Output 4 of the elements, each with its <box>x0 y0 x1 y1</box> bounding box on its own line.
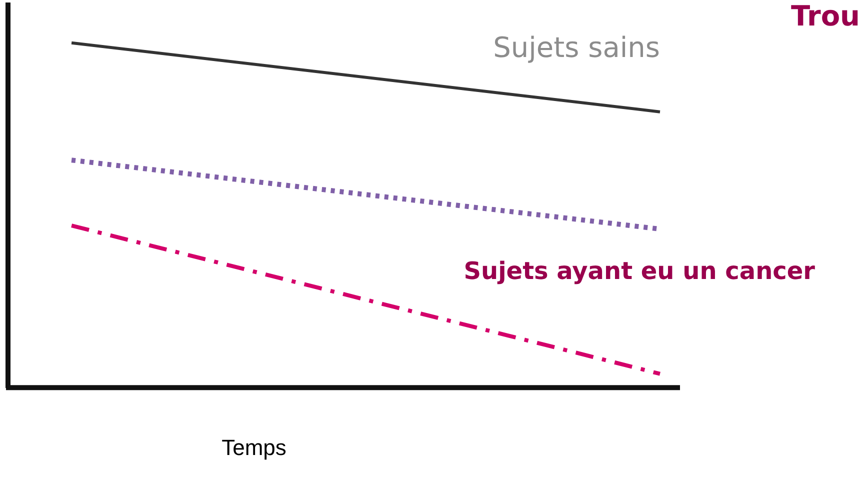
x-axis-title: Temps <box>222 435 286 460</box>
series-label: Sujets sains <box>493 30 660 64</box>
series-label: Sujets ayant eu un cancer <box>464 256 816 285</box>
text: Trou <box>790 0 860 32</box>
